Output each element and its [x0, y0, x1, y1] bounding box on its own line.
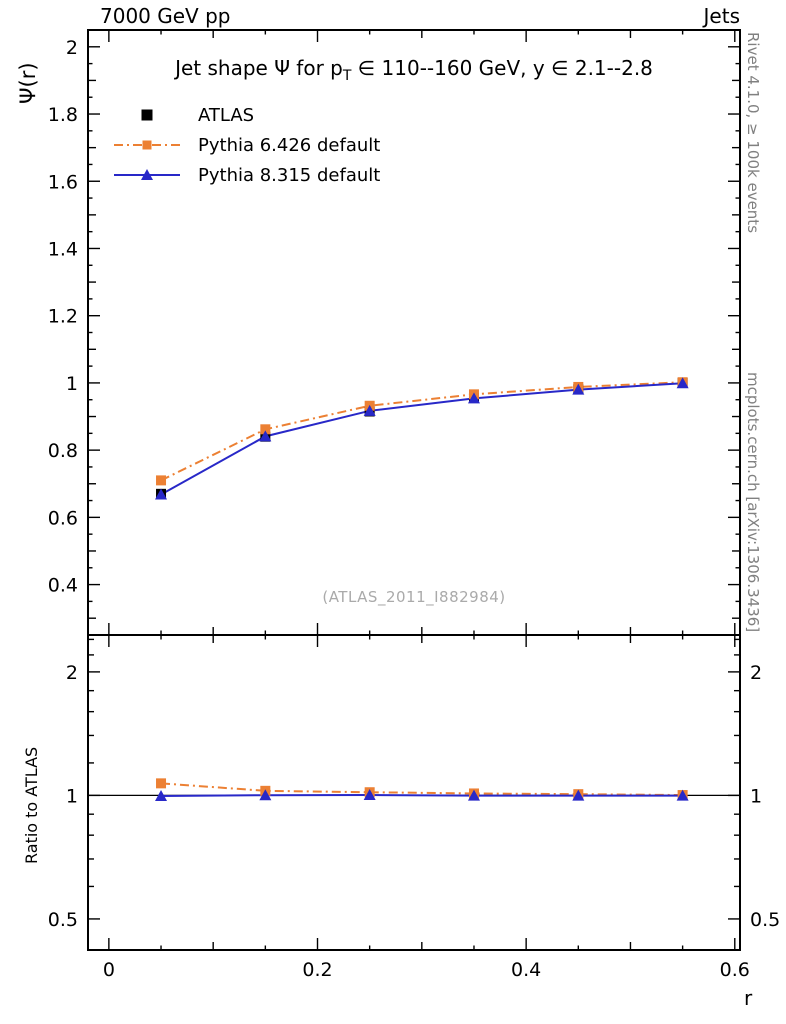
data-point-main — [676, 377, 689, 389]
series-line-main — [160, 382, 683, 496]
legend-item-pythia6: Pythia 6.426 default — [112, 130, 380, 160]
legend-label-atlas: ATLAS — [198, 104, 255, 126]
ratio-panel-frame — [87, 634, 741, 951]
process-label: Jets — [703, 4, 740, 28]
plot-title: Jet shape Ψ for pT ∈ 110--160 GeV, y ∈ 2… — [88, 56, 740, 84]
legend-item-atlas: ATLAS — [112, 100, 380, 130]
legend-item-pythia8: Pythia 8.315 default — [112, 160, 380, 190]
data-point-main — [572, 383, 585, 395]
series-line-main — [160, 381, 683, 482]
data-point-ratio — [259, 789, 272, 801]
plot-title-post: ∈ 110--160 GeV, y ∈ 2.1--2.8 — [351, 56, 653, 80]
mcplots-arxiv-label: mcplots.cern.ch [arXiv:1306.3436] — [744, 372, 762, 633]
data-point-main — [363, 404, 376, 416]
series-line-ratio — [160, 782, 683, 797]
beam-energy-label: 7000 GeV pp — [100, 4, 231, 28]
y-tick-label: 1.2 — [48, 306, 78, 328]
data-point-ratio — [676, 789, 689, 801]
ratio-tick-label-left: 0.5 — [48, 909, 78, 931]
y-tick-label: 0.6 — [48, 507, 78, 529]
x-tick-label: 0.4 — [511, 959, 541, 981]
data-point-ratio — [572, 789, 585, 801]
data-point-main — [467, 392, 480, 404]
data-point-ratio — [467, 789, 480, 801]
legend-label-pythia6: Pythia 6.426 default — [198, 134, 381, 156]
data-point-ratio — [155, 789, 168, 801]
data-point-ratio — [363, 789, 376, 801]
y-tick-label: 0.8 — [48, 440, 78, 462]
y-tick-label: 1.6 — [48, 171, 78, 193]
legend-label-pythia8: Pythia 8.315 default — [198, 164, 381, 186]
x-tick-label: 0 — [103, 959, 115, 981]
y-axis-label-ratio: Ratio to ATLAS — [22, 746, 41, 864]
analysis-id-watermark: (ATLAS_2011_I882984) — [322, 588, 506, 606]
data-point-main — [260, 424, 271, 435]
pythia8-line-triangle-marker-icon — [114, 169, 180, 180]
pythia6-dashdot-square-marker-icon — [114, 140, 180, 150]
x-tick-label: 0.2 — [302, 959, 332, 981]
y-tick-label: 1.8 — [48, 104, 78, 126]
y-tick-label: 0.4 — [48, 575, 78, 597]
x-axis-label: r — [744, 986, 753, 1010]
data-point-main — [155, 488, 168, 500]
rivet-version-label: Rivet 4.1.0, ≥ 100k events — [744, 32, 762, 234]
x-tick-label: 0.6 — [720, 959, 750, 981]
plot-title-pre: Jet shape Ψ for p — [175, 56, 343, 80]
ratio-tick-label-right: 2 — [750, 662, 762, 684]
y-tick-label: 1.4 — [48, 238, 78, 260]
data-point-ratio — [156, 778, 167, 789]
legend: ATLAS Pythia 6.426 default Pythia 8.315 … — [112, 100, 380, 190]
y-axis-label-main: Ψ(r) — [16, 62, 40, 104]
ratio-tick-label-left: 2 — [66, 662, 78, 684]
data-point-main — [259, 430, 272, 442]
atlas-square-marker-icon — [141, 109, 153, 121]
series-line-ratio — [161, 794, 683, 797]
ratio-tick-label-right: 1 — [750, 785, 762, 807]
y-tick-label: 1 — [66, 373, 78, 395]
ratio-tick-label-left: 1 — [66, 785, 78, 807]
data-point-main — [156, 475, 167, 486]
plot-title-subscript: T — [342, 68, 352, 84]
y-tick-label: 2 — [66, 37, 78, 59]
ratio-tick-label-right: 0.5 — [750, 909, 780, 931]
